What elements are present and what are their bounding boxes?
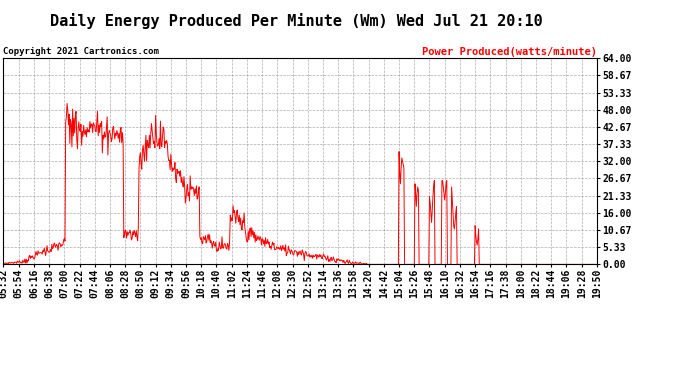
Text: Copyright 2021 Cartronics.com: Copyright 2021 Cartronics.com	[3, 47, 159, 56]
Text: Power Produced(watts/minute): Power Produced(watts/minute)	[422, 47, 597, 57]
Text: Daily Energy Produced Per Minute (Wm) Wed Jul 21 20:10: Daily Energy Produced Per Minute (Wm) We…	[50, 13, 543, 29]
